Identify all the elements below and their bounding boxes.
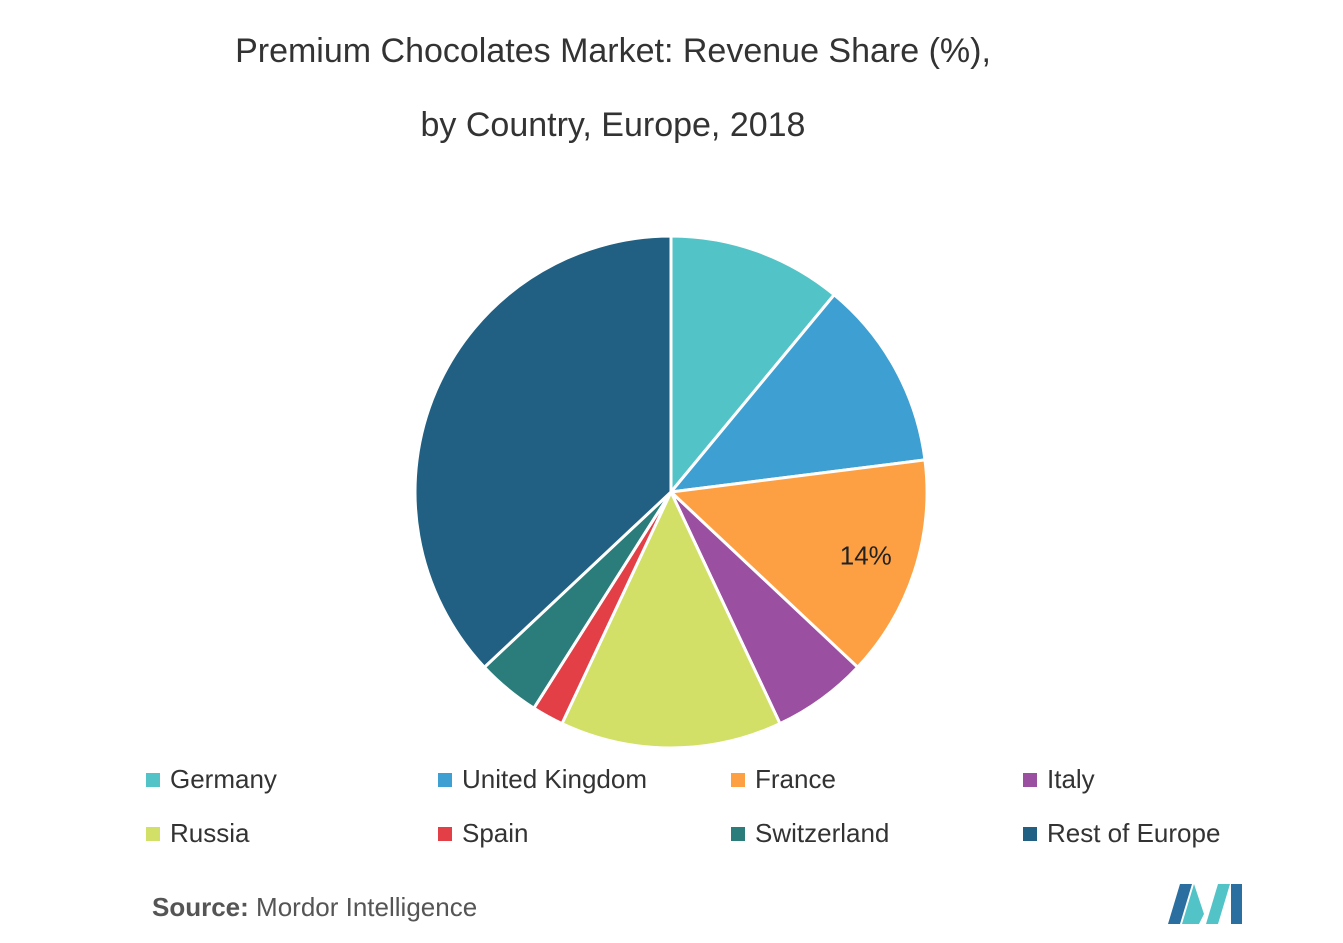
legend-label-rest-of-europe: Rest of Europe (1047, 818, 1221, 848)
pie-slice-germany (669, 234, 837, 497)
legend-label-italy: Italy (1047, 764, 1095, 794)
pie-slice-united-kingdom (667, 292, 927, 494)
legend-label-spain: Spain (462, 818, 529, 848)
legend-swatch-switzerland (731, 826, 745, 841)
chart-title-line-1: Premium Chocolates Market: Revenue Share… (235, 32, 991, 70)
legend-item-spain: Spain (438, 818, 529, 849)
pie-slice-rest-of-europe (413, 234, 673, 670)
source-label: Source: (152, 892, 249, 922)
data-label-france: 14% (840, 540, 892, 570)
legend-swatch-france (731, 772, 745, 787)
source-note: Source: Mordor Intelligence (152, 892, 477, 923)
legend-label-germany: Germany (170, 764, 277, 794)
source-value: Mordor Intelligence (256, 892, 478, 922)
legend-item-switzerland: Switzerland (731, 818, 889, 849)
legend-swatch-united-kingdom (438, 772, 452, 787)
pie-slice-russia (560, 488, 782, 750)
pie-slice-france (667, 458, 929, 670)
legend-label-russia: Russia (170, 818, 250, 848)
mordor-intelligence-logo-icon (1168, 884, 1242, 924)
legend-label-france: France (755, 764, 836, 794)
legend-swatch-rest-of-europe (1023, 826, 1037, 841)
legend-item-germany: Germany (146, 764, 277, 795)
legend-swatch-russia (146, 826, 160, 841)
legend-swatch-germany (146, 772, 160, 787)
legend-label-switzerland: Switzerland (755, 818, 890, 848)
chart-title-line-2: by Country, Europe, 2018 (420, 106, 806, 144)
legend-item-france: France (731, 764, 836, 795)
legend-item-rest-of-europe: Rest of Europe (1023, 818, 1220, 849)
legend-swatch-italy (1023, 772, 1037, 787)
legend-item-russia: Russia (146, 818, 249, 849)
legend-swatch-spain (438, 826, 452, 841)
legend-item-italy: Italy (1023, 764, 1095, 795)
legend-item-united-kingdom: United Kingdom (438, 764, 647, 795)
legend-label-united-kingdom: United Kingdom (462, 764, 647, 794)
